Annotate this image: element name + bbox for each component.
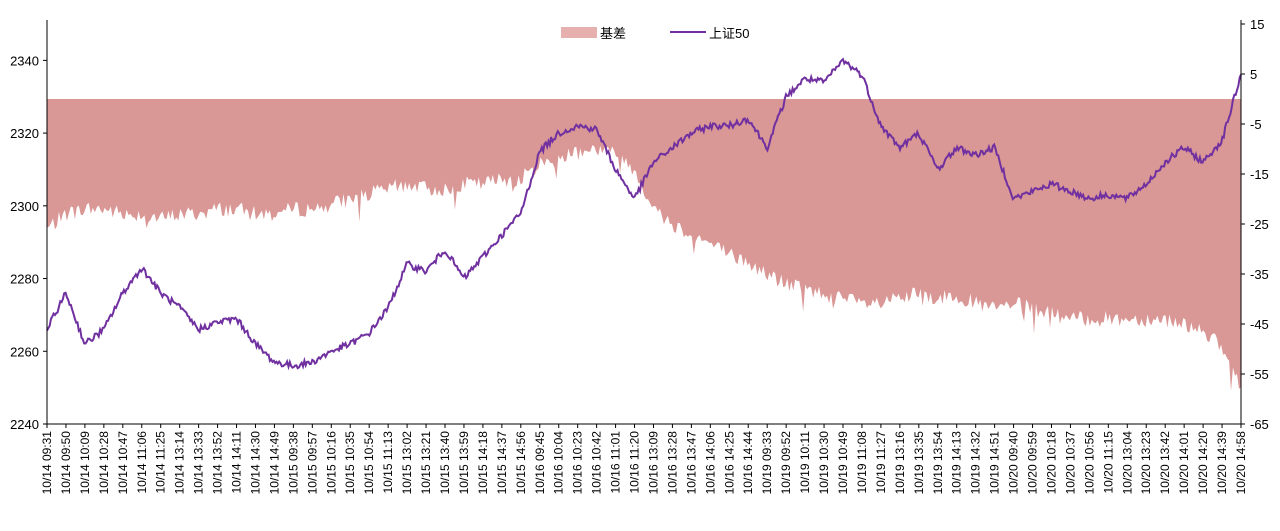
x-tick-label: 10/16 10:23 bbox=[571, 431, 585, 495]
x-tick-label: 10/20 10:18 bbox=[1045, 431, 1059, 495]
x-tick-label: 10/20 13:42 bbox=[1158, 431, 1172, 495]
x-tick-label: 10/15 14:18 bbox=[476, 431, 490, 495]
x-tick-label: 10/14 09:31 bbox=[40, 431, 54, 495]
x-tick-label: 10/16 11:20 bbox=[628, 431, 642, 494]
legend: 基差 上证50 bbox=[561, 26, 749, 41]
x-tick-label: 10/15 11:13 bbox=[381, 431, 395, 494]
basis-series-area bbox=[47, 99, 1241, 391]
x-tick-label: 10/20 14:20 bbox=[1196, 431, 1210, 495]
x-tick-label: 10/16 11:01 bbox=[609, 431, 623, 494]
left-tick-label: 2300 bbox=[10, 199, 39, 214]
right-tick-label: 15 bbox=[1250, 17, 1264, 32]
x-tick-label: 10/15 10:35 bbox=[343, 431, 357, 495]
right-tick-label: -15 bbox=[1250, 167, 1269, 182]
x-tick-label: 10/20 11:15 bbox=[1101, 431, 1115, 494]
x-tick-label: 10/15 09:57 bbox=[305, 431, 319, 495]
x-tick-label: 10/14 11:25 bbox=[154, 431, 168, 494]
legend-label-sse50: 上证50 bbox=[709, 26, 749, 41]
x-tick-label: 10/20 10:56 bbox=[1082, 431, 1096, 495]
x-tick-label: 10/14 13:14 bbox=[173, 431, 187, 495]
x-tick-label: 10/15 10:16 bbox=[324, 431, 338, 495]
x-tick-label: 10/15 10:54 bbox=[362, 431, 376, 495]
left-tick-label: 2260 bbox=[10, 344, 39, 359]
right-tick-label: -25 bbox=[1250, 217, 1269, 232]
x-tick-label: 10/19 11:08 bbox=[855, 431, 869, 494]
x-tick-label: 10/20 10:37 bbox=[1063, 431, 1077, 495]
x-tick-label: 10/19 10:49 bbox=[836, 431, 850, 495]
x-tick-label: 10/15 14:37 bbox=[495, 431, 509, 495]
left-tick-label: 2240 bbox=[10, 417, 39, 432]
x-tick-label: 10/19 14:13 bbox=[950, 431, 964, 495]
x-tick-label: 10/19 13:16 bbox=[893, 431, 907, 495]
x-tick-label: 10/16 10:04 bbox=[552, 431, 566, 495]
x-tick-label: 10/19 10:30 bbox=[817, 431, 831, 495]
x-tick-label: 10/19 14:51 bbox=[988, 431, 1002, 495]
x-tick-label: 10/14 11:06 bbox=[135, 431, 149, 494]
x-tick-label: 10/15 13:59 bbox=[457, 431, 471, 495]
x-tick-label: 10/20 13:23 bbox=[1139, 431, 1153, 495]
left-axis: 2240 2260 2280 2300 2320 2340 bbox=[10, 20, 48, 432]
x-tick-label: 10/20 13:04 bbox=[1120, 431, 1134, 495]
x-tick-label: 10/20 14:01 bbox=[1177, 431, 1191, 495]
x-tick-label: 10/15 14:56 bbox=[514, 431, 528, 495]
x-tick-label: 10/15 13:21 bbox=[419, 431, 433, 495]
x-tick-label: 10/19 11:27 bbox=[874, 431, 888, 494]
x-tick-label: 10/16 14:25 bbox=[722, 431, 736, 495]
right-tick-label: -5 bbox=[1250, 117, 1262, 132]
right-tick-label: -45 bbox=[1250, 317, 1269, 332]
basis-area bbox=[47, 99, 1241, 391]
x-tick-label: 10/14 10:47 bbox=[116, 431, 130, 495]
x-tick-label: 10/16 13:47 bbox=[684, 431, 698, 495]
x-tick-label: 10/16 14:44 bbox=[741, 431, 755, 495]
x-tick-label: 10/19 10:11 bbox=[798, 431, 812, 494]
x-tick-label: 10/14 13:52 bbox=[211, 431, 225, 495]
left-tick-label: 2340 bbox=[10, 53, 39, 68]
x-tick-label: 10/19 14:32 bbox=[969, 431, 983, 495]
x-tick-label: 10/20 14:58 bbox=[1234, 431, 1248, 495]
x-tick-label: 10/20 09:40 bbox=[1007, 431, 1021, 495]
left-tick-label: 2280 bbox=[10, 272, 39, 287]
x-tick-label: 10/14 14:30 bbox=[249, 431, 263, 495]
x-tick-label: 10/20 14:39 bbox=[1215, 431, 1229, 495]
x-tick-label: 10/15 13:40 bbox=[438, 431, 452, 495]
sse50-series-line bbox=[46, 57, 1242, 371]
right-tick-label: -55 bbox=[1250, 367, 1269, 382]
x-tick-label: 10/16 14:06 bbox=[703, 431, 717, 495]
right-tick-label: -35 bbox=[1250, 267, 1269, 282]
x-tick-label: 10/16 13:09 bbox=[647, 431, 661, 495]
x-tick-label: 10/14 10:28 bbox=[97, 431, 111, 495]
x-tick-label: 10/16 10:42 bbox=[590, 431, 604, 495]
x-tick-label: 10/15 13:02 bbox=[400, 431, 414, 495]
x-axis: 10/14 09:31 10/14 09:50 10/14 10:09 10/14 1… bbox=[40, 423, 1248, 495]
x-tick-label: 10/19 13:35 bbox=[912, 431, 926, 495]
x-tick-label: 10/15 09:38 bbox=[286, 431, 300, 495]
right-tick-label: -65 bbox=[1250, 417, 1269, 432]
x-tick-label: 10/19 13:54 bbox=[931, 431, 945, 495]
x-tick-label: 10/20 09:59 bbox=[1026, 431, 1040, 495]
right-tick-label: 5 bbox=[1250, 67, 1257, 82]
x-tick-label: 10/19 09:52 bbox=[779, 431, 793, 495]
x-tick-label: 10/14 10:09 bbox=[78, 431, 92, 495]
x-tick-label: 10/19 09:33 bbox=[760, 431, 774, 495]
x-tick-label: 10/16 13:28 bbox=[665, 431, 679, 495]
x-tick-label: 10/14 14:49 bbox=[267, 431, 281, 495]
left-tick-label: 2320 bbox=[10, 126, 39, 141]
x-tick-label: 10/14 14:11 bbox=[230, 431, 244, 494]
index-line bbox=[46, 57, 1242, 371]
x-tick-label: 10/14 13:33 bbox=[192, 431, 206, 495]
x-tick-label: 10/14 09:50 bbox=[59, 431, 73, 495]
x-tick-label: 10/16 09:45 bbox=[533, 431, 547, 495]
legend-swatch-basis bbox=[561, 27, 597, 38]
legend-label-basis: 基差 bbox=[600, 26, 626, 41]
